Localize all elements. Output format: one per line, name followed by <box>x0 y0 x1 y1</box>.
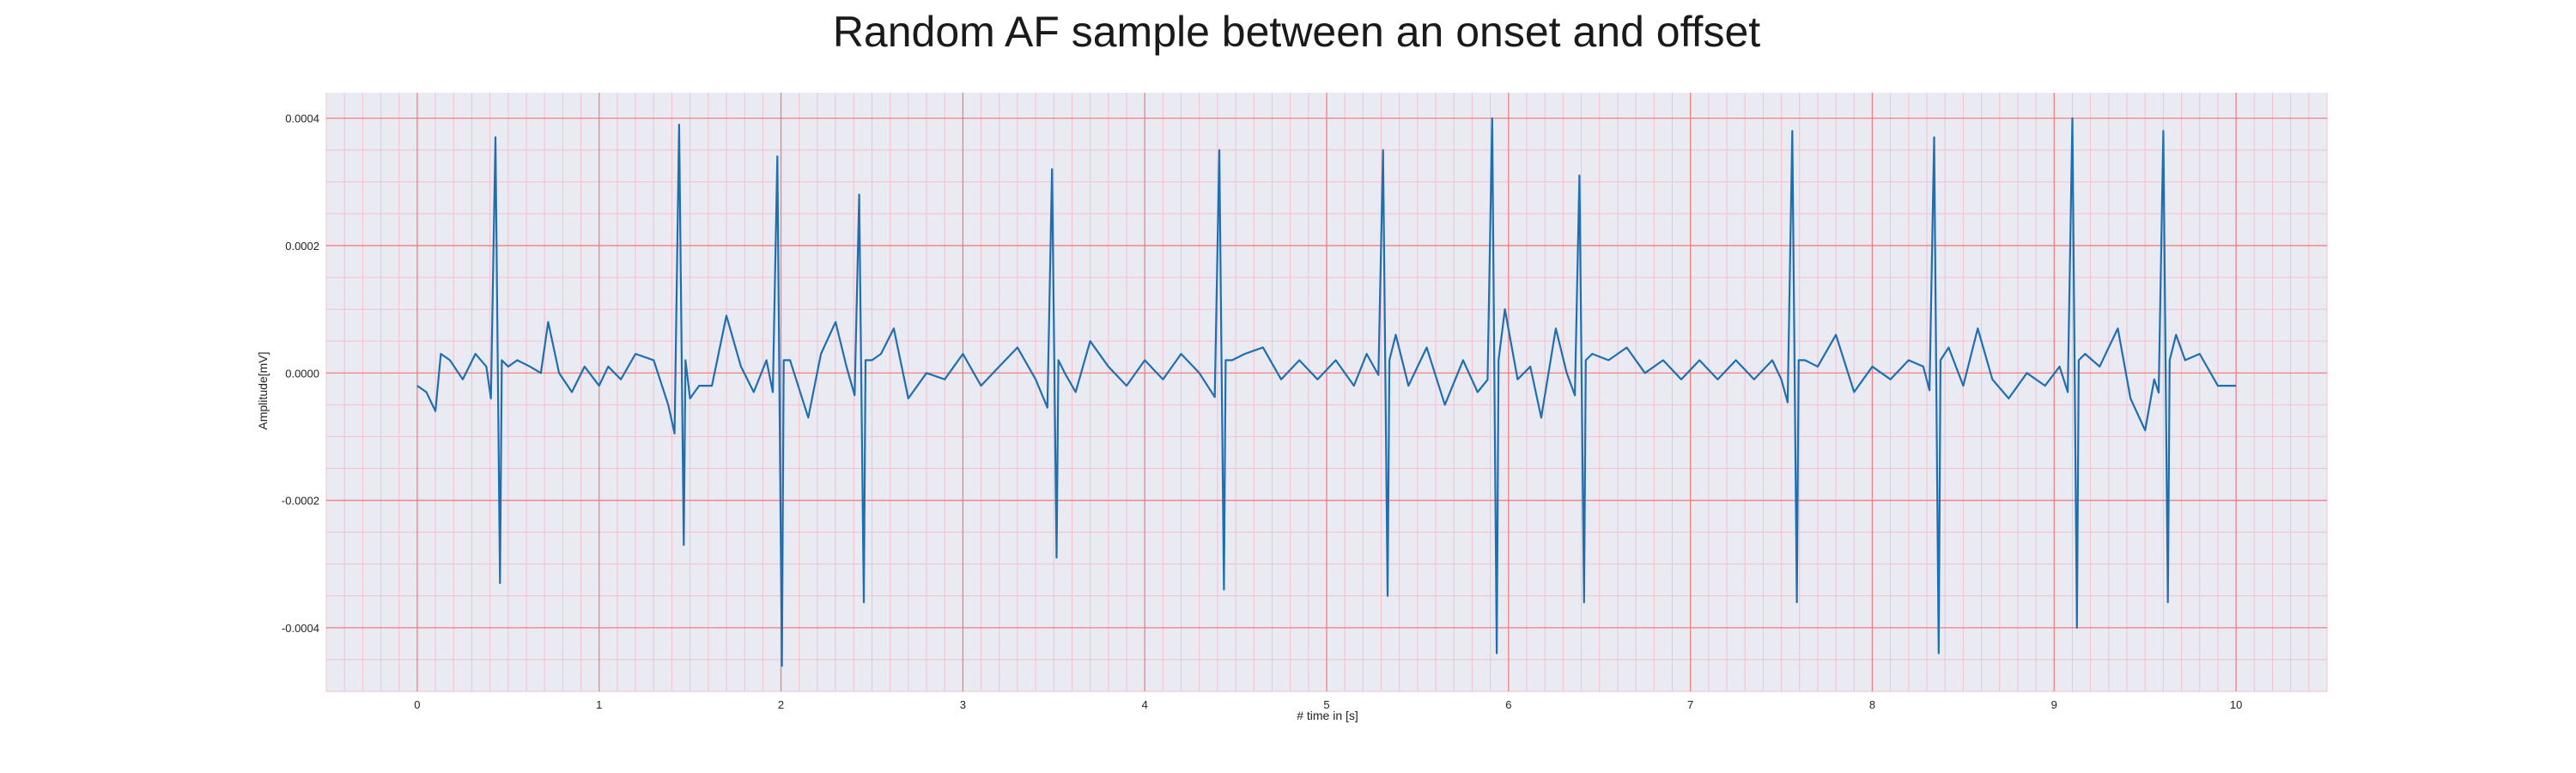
ecg-signal-line <box>416 117 2237 667</box>
y-tick-label: -0.0004 <box>282 622 319 635</box>
x-tick-label: 6 <box>1505 698 1511 711</box>
y-tick-label: 0.0002 <box>285 240 319 253</box>
y-tick-label: -0.0002 <box>282 495 319 508</box>
plot-area <box>325 93 2328 692</box>
y-tick-label: 0.0000 <box>285 367 319 380</box>
major-grid <box>326 93 2327 691</box>
x-tick-label: 4 <box>1142 698 1148 711</box>
minor-grid <box>325 93 2328 692</box>
x-tick-label: 5 <box>1323 698 1329 711</box>
x-axis-ticks: 0 1 2 3 4 5 6 7 8 9 10 <box>414 698 2242 711</box>
x-tick-label: 9 <box>2051 698 2057 711</box>
y-axis-label: Amplitude[mV] <box>256 351 270 429</box>
x-tick-label: 8 <box>1869 698 1875 711</box>
y-axis-ticks: 0.0004 0.0002 0.0000 -0.0002 -0.0004 <box>282 113 319 635</box>
x-tick-label: 10 <box>2230 698 2242 711</box>
x-tick-label: 2 <box>778 698 784 711</box>
x-tick-label: 1 <box>596 698 602 711</box>
x-tick-label: 7 <box>1687 698 1693 711</box>
chart-title: Random AF sample between an onset and of… <box>833 8 1760 56</box>
x-axis-label: # time in [s] <box>1297 709 1358 722</box>
x-tick-label: 0 <box>414 698 420 711</box>
y-tick-label: 0.0004 <box>285 113 319 125</box>
x-tick-label: 3 <box>960 698 966 711</box>
